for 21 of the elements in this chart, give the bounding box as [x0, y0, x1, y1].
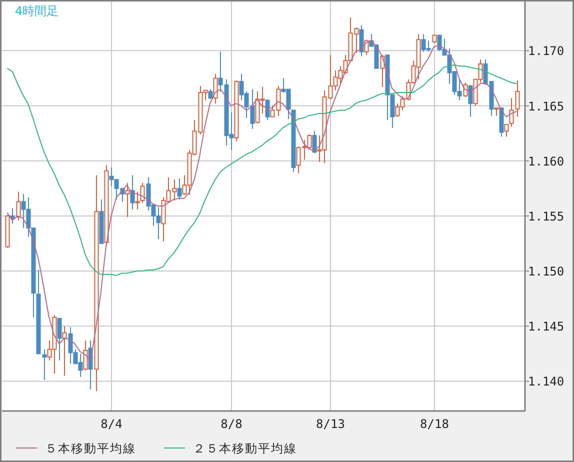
y-tick-label: 1.160	[528, 154, 564, 168]
x-tick-label: 8/4	[100, 417, 122, 431]
y-tick-label: 1.145	[528, 320, 564, 334]
chart-title: 4時間足	[15, 4, 59, 18]
y-tick-label: 1.155	[528, 209, 564, 224]
legend-label: ５本移動平均線	[45, 442, 136, 456]
x-tick-label: 8/18	[420, 417, 449, 431]
candlestick	[42, 348, 47, 381]
x-tick-label: 8/13	[316, 417, 345, 431]
y-tick-label: 1.140	[528, 374, 564, 389]
y-tick-label: 1.150	[528, 264, 564, 279]
candlestick	[130, 174, 135, 210]
x-tick-label: 8/8	[220, 417, 242, 431]
candlestick	[135, 191, 140, 210]
legend-label: ２５本移動平均線	[193, 442, 297, 456]
candlestick	[16, 191, 21, 221]
candlestick	[515, 80, 520, 118]
y-tick-label: 1.165	[528, 99, 564, 114]
candlestick	[94, 174, 99, 392]
y-tick-label: 1.170	[528, 44, 564, 58]
candlestick	[62, 326, 67, 376]
